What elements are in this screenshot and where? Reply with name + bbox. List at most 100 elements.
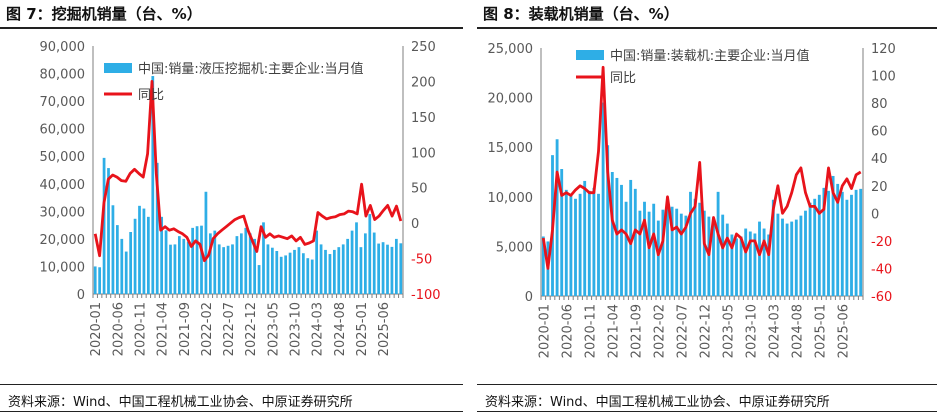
bar <box>368 214 372 294</box>
bar <box>785 223 789 296</box>
bar <box>222 247 226 294</box>
bar <box>169 244 172 294</box>
bar <box>822 187 826 296</box>
bar <box>854 189 858 296</box>
bar <box>725 223 729 296</box>
bar <box>93 266 97 294</box>
bar <box>248 233 252 294</box>
bar <box>574 198 577 296</box>
y-right-tick-label: -20 <box>871 235 892 250</box>
bar <box>381 242 385 294</box>
figure-title: 图 8：装载机销量（台、%） <box>483 5 679 23</box>
bar <box>328 254 332 294</box>
bar <box>293 249 296 294</box>
y-right-tick-label: -50 <box>411 253 432 268</box>
y-left-tick-label: 90,000 <box>40 40 86 55</box>
y-right-tick-label: -40 <box>871 262 892 277</box>
y-left-tick-label: 10,000 <box>488 191 534 206</box>
bar <box>173 244 177 294</box>
bar <box>615 177 619 296</box>
bar <box>702 210 706 296</box>
bar <box>306 258 310 294</box>
title-rule <box>477 27 937 29</box>
x-tick-label: 2020-01 <box>89 302 104 356</box>
bar <box>739 236 743 296</box>
bar <box>656 220 660 296</box>
x-tick-label: 2020-11 <box>583 304 598 358</box>
bar <box>142 208 146 294</box>
bar <box>610 172 614 296</box>
bar <box>355 222 358 294</box>
bar <box>98 267 102 294</box>
bar <box>324 249 327 294</box>
panel-excavator: 图 7：挖掘机销量（台、%） 0 10,000 20,000 30,000 40,000… <box>0 0 463 418</box>
bar <box>624 201 628 296</box>
bar <box>564 189 568 296</box>
x-tick-label: 2021-09 <box>178 302 193 356</box>
x-tick-label: 2025-06 <box>377 302 392 356</box>
bar <box>666 196 669 296</box>
x-tick-label: 2024-08 <box>790 304 805 358</box>
bar <box>771 199 775 296</box>
bar <box>794 219 798 296</box>
y-right-tick-label: 200 <box>411 75 436 90</box>
bar <box>817 194 821 296</box>
bar <box>301 253 305 294</box>
x-tick-label: 2021-04 <box>156 302 171 356</box>
bar <box>350 230 354 294</box>
bar <box>213 230 217 294</box>
bar <box>836 183 840 296</box>
chart-svg: 0 5,000 10,000 15,000 20,000 25,000 -60 -40 -20 0… <box>488 42 896 358</box>
y-left-tick-label: 0 <box>525 290 533 305</box>
bar <box>195 226 199 294</box>
bar <box>266 244 270 294</box>
bar <box>698 202 702 296</box>
y-right-tick-label: 100 <box>411 146 436 161</box>
bar <box>359 247 363 294</box>
x-tick-label: 2022-12 <box>244 302 259 356</box>
source-note: 资料来源：Wind、中国工程机械工业协会、中原证券研究所 <box>8 395 353 410</box>
bar <box>279 256 283 294</box>
bar <box>155 162 159 294</box>
source-rule <box>0 384 463 385</box>
y-left-tick-label: 30,000 <box>40 205 86 220</box>
bar <box>693 198 697 296</box>
x-tick-label: 2020-01 <box>537 304 552 358</box>
bar <box>284 255 288 294</box>
bar <box>643 201 646 296</box>
bar <box>244 227 248 294</box>
bar <box>606 145 610 296</box>
bar <box>679 213 683 296</box>
chart-excavator: 0 10,000 20,000 30,000 40,000 50,000 60,000 70,… <box>0 32 463 384</box>
bar <box>721 214 725 296</box>
chart-svg: 0 10,000 20,000 30,000 40,000 50,000 60,000 70,… <box>40 40 441 356</box>
title-rule <box>0 27 463 29</box>
line-series-yoy <box>93 80 403 263</box>
x-tick-label: 2025-06 <box>836 304 851 358</box>
bar <box>200 225 203 294</box>
bar <box>270 247 274 294</box>
bar <box>386 244 389 294</box>
x-tick-label: 2022-07 <box>675 304 690 358</box>
bar <box>587 190 591 296</box>
bar <box>647 211 651 296</box>
y-right-tick-label: 250 <box>411 40 436 55</box>
bar <box>275 251 279 294</box>
bar <box>107 168 110 294</box>
bar <box>762 228 766 296</box>
bar <box>652 203 656 296</box>
bar <box>138 205 141 294</box>
bar <box>638 210 642 296</box>
y-right-tick-label: 50 <box>411 182 428 197</box>
bar <box>151 76 155 294</box>
bar <box>569 194 573 296</box>
bar <box>845 199 849 296</box>
y-left-tick-label: 50,000 <box>40 150 86 165</box>
x-tick-label: 2022-02 <box>200 302 215 356</box>
panel-loader: 图 8：装载机销量（台、%） 0 5,000 10,000 15,000 20,000 2… <box>477 0 937 418</box>
x-tick-label: 2021-09 <box>629 304 644 358</box>
y-right-tick-label: 120 <box>871 42 896 57</box>
bar <box>633 188 637 296</box>
bar <box>111 205 115 294</box>
x-tick-label: 2020-06 <box>111 302 126 356</box>
